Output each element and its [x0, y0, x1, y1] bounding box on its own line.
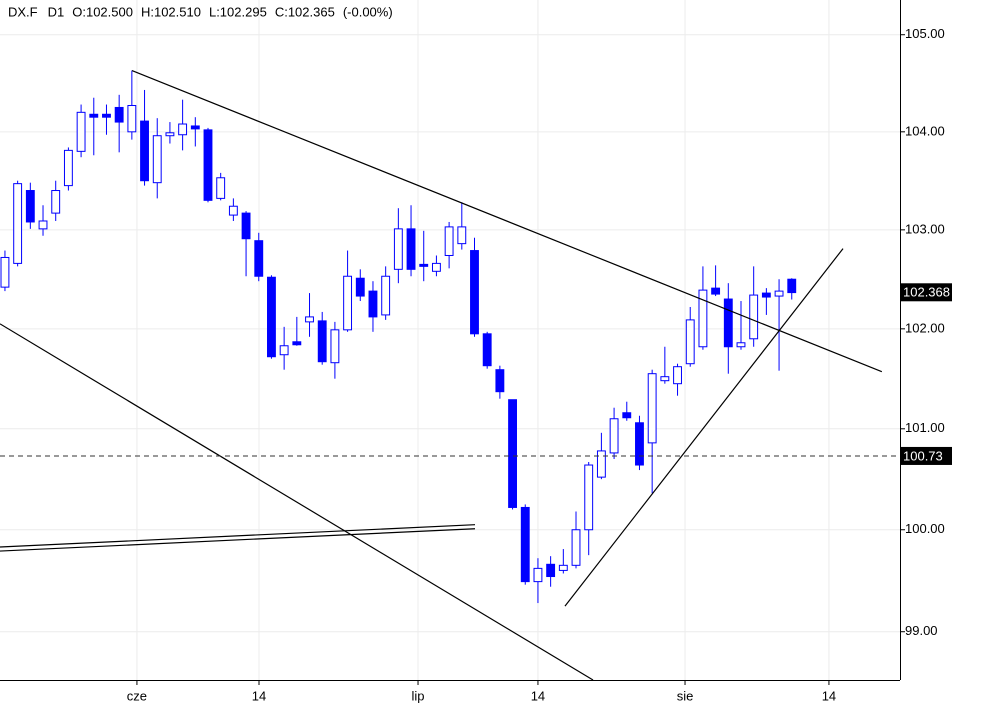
candle-body [165, 132, 175, 137]
candle-body [13, 183, 23, 264]
header: DX.F D1 O:102.500 H:102.510 L:102.295 C:102.3… [8, 4, 393, 19]
trendline [0, 323, 594, 681]
candle-body [254, 240, 264, 277]
candle-body [343, 275, 353, 331]
candle-body [355, 277, 365, 297]
candle-body [596, 450, 606, 478]
candle-body [228, 205, 238, 216]
y-tick-label: 99.00 [905, 623, 938, 638]
candle-body [495, 369, 505, 393]
price-tag [900, 283, 952, 302]
candle-body [368, 290, 378, 318]
candle-body [635, 422, 644, 466]
x-tick-label: 14 [531, 688, 545, 703]
candle-body [114, 106, 124, 123]
candle-body [89, 113, 99, 118]
candle-body [203, 129, 213, 201]
candle-body [279, 345, 289, 356]
candle-body [38, 220, 48, 230]
candle-body [305, 316, 314, 323]
price-tag [900, 446, 952, 465]
candle-body [241, 212, 251, 240]
candle-body [723, 298, 733, 348]
header-text: C:102.365 [275, 4, 335, 19]
candle-body [381, 275, 391, 316]
candle-body [546, 563, 556, 578]
candle-body [51, 190, 61, 214]
trendline [564, 248, 844, 607]
candle-body [470, 250, 479, 335]
trendline [131, 69, 883, 373]
candle-body [152, 135, 162, 184]
y-tick-label: 105.00 [905, 26, 945, 41]
candle-body [292, 341, 302, 346]
candle-body [622, 412, 632, 419]
candle-body [178, 123, 188, 136]
header-text: H:102.510 [141, 4, 201, 19]
y-tick-label: 100.00 [905, 521, 945, 536]
y-tick-label: 102.00 [905, 320, 945, 335]
candle-body [736, 342, 746, 348]
candle-body [584, 464, 594, 531]
candle-body [431, 262, 441, 272]
candle-body [482, 333, 492, 367]
plot [0, 69, 900, 681]
candle-body [761, 292, 771, 298]
candle-body [330, 329, 340, 364]
x-tick-label: lip [412, 688, 425, 703]
y-tick-label: 101.00 [905, 420, 945, 435]
x-tick-label: 14 [252, 688, 266, 703]
candle-body [571, 529, 581, 566]
y-tick-label: 104.00 [905, 123, 945, 138]
candle-body [558, 564, 568, 571]
candle-body [140, 120, 149, 182]
candle-body [25, 190, 35, 223]
header-text: L:102.295 [209, 4, 267, 19]
candle-body [711, 287, 721, 295]
candle-body [444, 226, 454, 256]
candle-body [673, 366, 682, 385]
candle-body [698, 289, 708, 348]
candle-body [406, 228, 416, 270]
candle-body [63, 149, 73, 187]
header-text: O:102.500 [72, 4, 133, 19]
x-tick-label: sie [677, 688, 694, 703]
header-text: DX.F [8, 4, 38, 19]
candle-body [317, 320, 327, 363]
y-tick-label: 103.00 [905, 221, 945, 236]
x-tick-label: 14 [822, 688, 836, 703]
candle-body [127, 105, 137, 133]
trendline [0, 524, 476, 548]
candle-body [419, 263, 429, 267]
candle-body [216, 177, 226, 199]
candle-body [660, 376, 670, 382]
candle-body [520, 506, 530, 583]
price-tag-label: 100.73 [903, 448, 943, 463]
candle-body [508, 399, 517, 508]
price-tag-label: 102.368 [903, 285, 950, 300]
candle-body [102, 113, 111, 118]
candle-body [457, 226, 467, 245]
candle-body [267, 276, 276, 358]
header-text: D1 [48, 4, 65, 19]
candle-body [0, 256, 10, 288]
candle-body [393, 228, 403, 270]
candle-body [749, 294, 759, 340]
candle-body [647, 373, 657, 444]
candle-body [685, 319, 695, 365]
x-tick-label: cze [127, 688, 147, 703]
candle-body [190, 125, 200, 130]
candle-body [609, 418, 619, 454]
candle-body [533, 567, 543, 583]
trendline [0, 528, 476, 552]
candle-body [774, 290, 784, 297]
candle-body [787, 278, 797, 294]
header-text: (-0.00%) [343, 4, 393, 19]
candle-body [76, 111, 86, 152]
